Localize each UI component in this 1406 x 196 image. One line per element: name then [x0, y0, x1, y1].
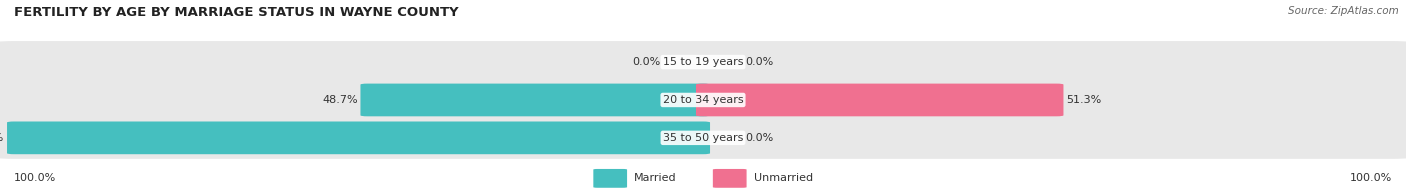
- Text: 100.0%: 100.0%: [1350, 173, 1392, 183]
- Text: 35 to 50 years: 35 to 50 years: [662, 133, 744, 143]
- Text: 48.7%: 48.7%: [322, 95, 357, 105]
- FancyBboxPatch shape: [360, 84, 710, 116]
- Text: FERTILITY BY AGE BY MARRIAGE STATUS IN WAYNE COUNTY: FERTILITY BY AGE BY MARRIAGE STATUS IN W…: [14, 6, 458, 19]
- FancyBboxPatch shape: [713, 169, 747, 188]
- Text: 100.0%: 100.0%: [14, 173, 56, 183]
- FancyBboxPatch shape: [0, 117, 1406, 159]
- FancyBboxPatch shape: [593, 169, 627, 188]
- Text: 15 to 19 years: 15 to 19 years: [662, 57, 744, 67]
- Text: Married: Married: [634, 173, 676, 183]
- Text: 51.3%: 51.3%: [1066, 95, 1101, 105]
- Text: Unmarried: Unmarried: [754, 173, 813, 183]
- FancyBboxPatch shape: [7, 122, 710, 154]
- Text: 0.0%: 0.0%: [633, 57, 661, 67]
- Text: 100.0%: 100.0%: [0, 133, 4, 143]
- Text: Source: ZipAtlas.com: Source: ZipAtlas.com: [1288, 6, 1399, 16]
- Text: 0.0%: 0.0%: [745, 57, 773, 67]
- Text: 0.0%: 0.0%: [745, 133, 773, 143]
- FancyBboxPatch shape: [696, 84, 1063, 116]
- FancyBboxPatch shape: [0, 41, 1406, 83]
- FancyBboxPatch shape: [0, 79, 1406, 121]
- Text: 20 to 34 years: 20 to 34 years: [662, 95, 744, 105]
